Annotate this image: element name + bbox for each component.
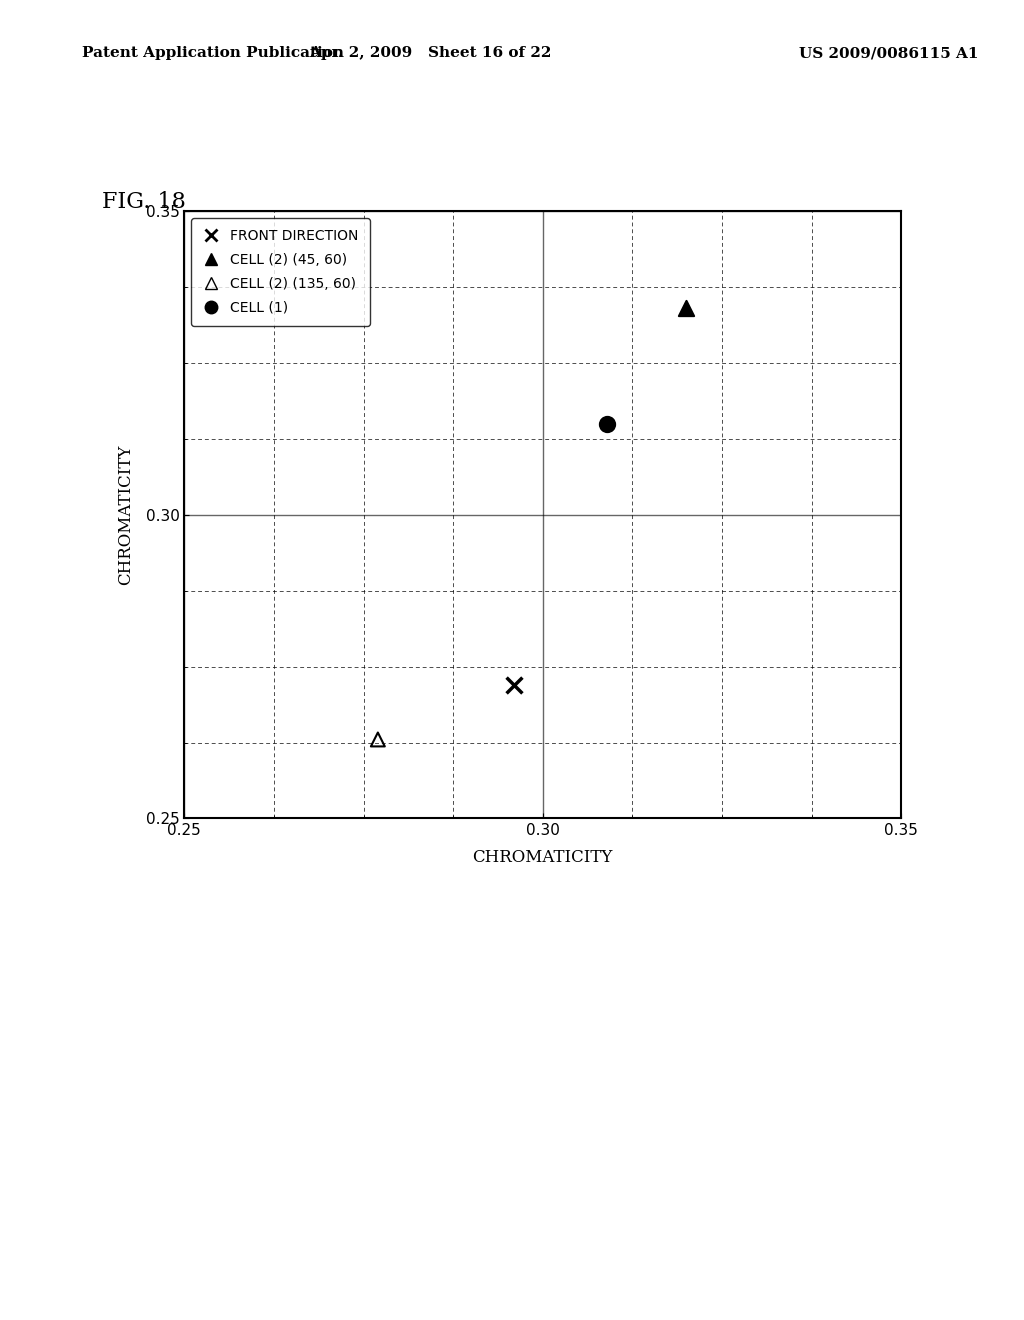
Y-axis label: CHROMATICITY: CHROMATICITY <box>118 445 134 585</box>
Legend: FRONT DIRECTION, CELL (2) (45, 60), CELL (2) (135, 60), CELL (1): FRONT DIRECTION, CELL (2) (45, 60), CELL… <box>191 218 370 326</box>
Text: FIG. 18: FIG. 18 <box>102 191 186 214</box>
Point <box>506 675 522 696</box>
X-axis label: CHROMATICITY: CHROMATICITY <box>472 849 613 866</box>
Point <box>678 298 694 319</box>
Point <box>370 729 386 750</box>
Text: Apr. 2, 2009   Sheet 16 of 22: Apr. 2, 2009 Sheet 16 of 22 <box>309 46 551 61</box>
Text: US 2009/0086115 A1: US 2009/0086115 A1 <box>799 46 978 61</box>
Point <box>599 413 615 434</box>
Text: Patent Application Publication: Patent Application Publication <box>82 46 344 61</box>
